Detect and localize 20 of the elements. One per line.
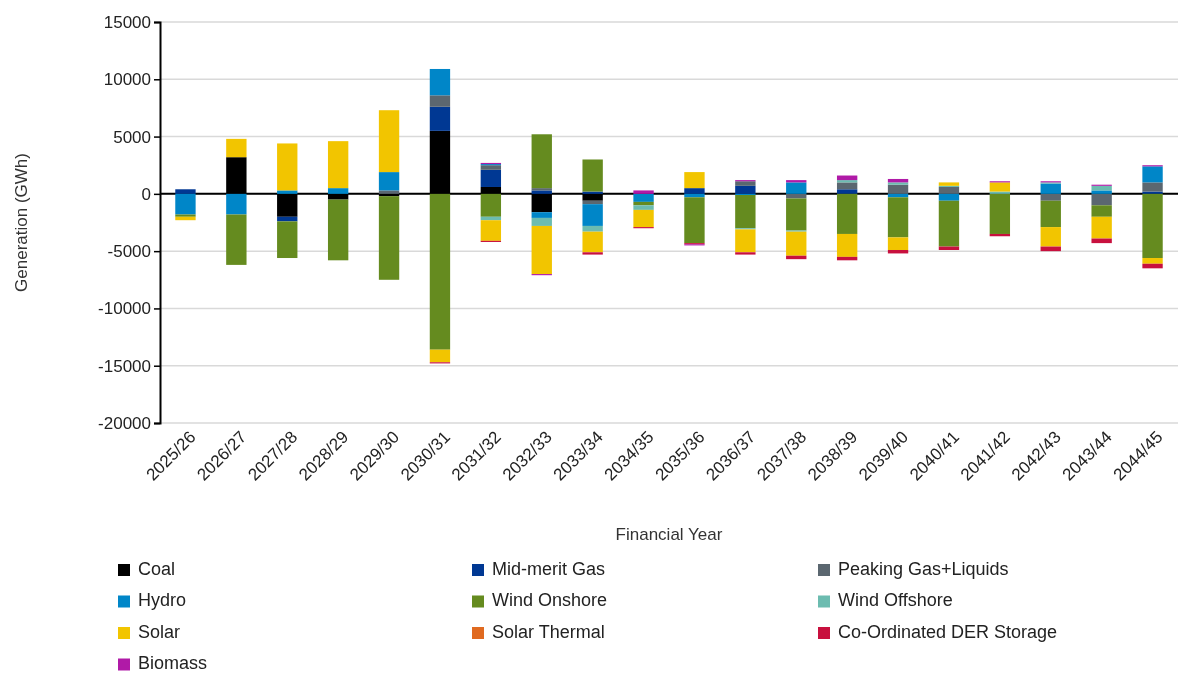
legend-label: Wind Onshore bbox=[492, 590, 608, 611]
x-axis-title: Financial Year bbox=[615, 525, 723, 544]
legend-label: Co-Ordinated DER Storage bbox=[838, 621, 1058, 642]
y-tick-label: 10000 bbox=[103, 70, 151, 90]
y-tick-label: -10000 bbox=[98, 299, 151, 319]
legend-label: Wind Offshore bbox=[838, 590, 953, 611]
legend-label: Peaking Gas+Liquids bbox=[838, 558, 1009, 579]
y-tick-label: 0 bbox=[141, 184, 151, 204]
y-tick-label: -20000 bbox=[98, 413, 151, 433]
legend-label: Biomass bbox=[138, 653, 208, 674]
legend-label: Solar Thermal bbox=[492, 621, 605, 642]
legend-label: Coal bbox=[138, 558, 176, 579]
y-tick-label: -5000 bbox=[107, 242, 151, 262]
legend-label: Hydro bbox=[138, 590, 187, 611]
legend-label: Mid-merit Gas bbox=[492, 558, 606, 579]
y-axis-title: Generation (GWh) bbox=[12, 153, 31, 292]
y-tick-label: -15000 bbox=[98, 356, 151, 376]
y-tick-label: 15000 bbox=[103, 12, 151, 32]
legend-label: Solar bbox=[138, 621, 181, 642]
y-tick-label: 5000 bbox=[113, 127, 151, 147]
